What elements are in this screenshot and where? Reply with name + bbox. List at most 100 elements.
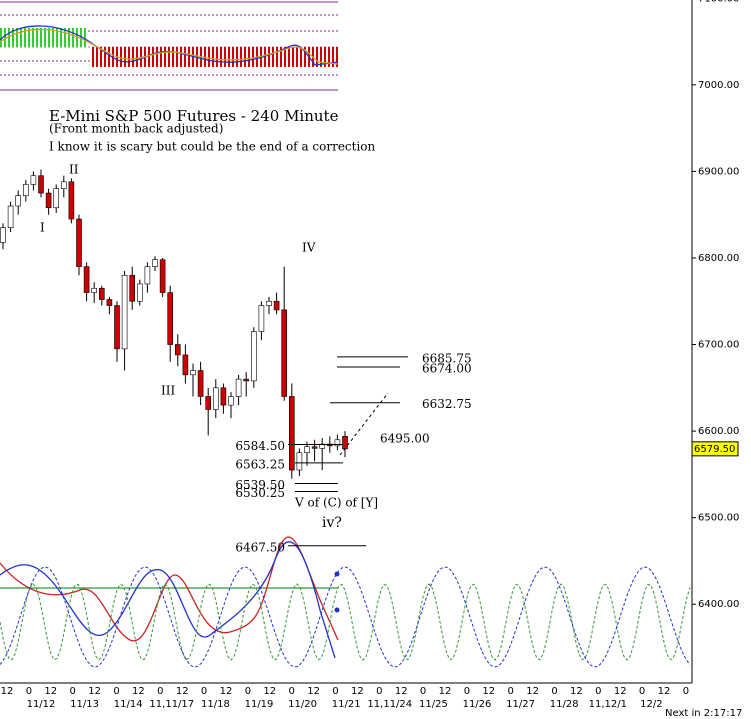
y-tick-label: 7000.00 [698, 80, 739, 91]
wave-label: iv? [322, 515, 342, 531]
candle-body [175, 344, 181, 356]
x-tick-label: 12 [395, 686, 408, 697]
x-tick-label: 12 [658, 686, 671, 697]
chart-title: E-Mini S&P 500 Futures - 240 Minute [49, 107, 339, 125]
x-tick-label: 0 [332, 686, 338, 697]
x-tick-label: 0 [201, 686, 207, 697]
level-label: 6584.50 [235, 439, 285, 453]
candle-body [45, 192, 52, 209]
candle-body [137, 283, 143, 302]
x-tick-label: 12 [220, 686, 233, 697]
candle-body [15, 195, 21, 207]
candle-body [121, 274, 128, 350]
x-tick-label: 12 [132, 686, 145, 697]
x-tick-label: 12 [570, 686, 583, 697]
candle-body [76, 218, 82, 267]
x-tick-label: 12 [44, 686, 57, 697]
candle-body [22, 184, 29, 196]
x-tick-label: 0 [420, 686, 426, 697]
wave-label: I [40, 221, 45, 235]
y-tick-label: 7100.00 [698, 0, 739, 4]
x-tick-label: 0 [683, 686, 689, 697]
x-date-label: 11/18 [201, 699, 230, 710]
x-tick-label: 0 [551, 686, 557, 697]
x-date-label: 11/21 [332, 699, 361, 710]
candle-body [30, 175, 37, 185]
candle-body [190, 370, 196, 376]
candle-body [0, 227, 6, 243]
footer: Next in 2:17:17 [665, 708, 742, 719]
x-date-label: 11/20 [288, 699, 317, 710]
x-tick-label: 12 [88, 686, 101, 697]
x-tick-label: 12 [307, 686, 320, 697]
projection-line [339, 392, 389, 456]
wave-label: III [161, 384, 175, 398]
x-tick-label: 0 [157, 686, 163, 697]
candle-body [129, 274, 135, 302]
candle-body [167, 292, 173, 345]
x-tick-label: 12 [526, 686, 539, 697]
y-tick-label: 6400.00 [698, 599, 739, 610]
candle-body [288, 396, 295, 471]
candle-body [83, 266, 90, 293]
candle-body [273, 300, 280, 311]
x-date-label: 11/27 [506, 699, 535, 710]
x-tick-label: 0 [26, 686, 32, 697]
candle-body [281, 309, 288, 397]
x-date-label: 11/26 [463, 699, 492, 710]
candle-body [99, 287, 105, 300]
x-tick-label: 0 [113, 686, 119, 697]
candle-body [213, 387, 219, 410]
cycle-wave [0, 566, 691, 668]
candle-body [220, 387, 227, 406]
candle-body [251, 331, 257, 382]
candle-body [266, 300, 272, 306]
x-date-label: 11/13 [70, 699, 99, 710]
level-label: 6674.00 [422, 362, 472, 376]
x-date-label: 11/25 [419, 699, 448, 710]
cycle-wave [0, 583, 691, 661]
candle-body [296, 452, 303, 471]
x-tick-label: 12 [482, 686, 495, 697]
x-date-label: 11/19 [245, 699, 274, 710]
candle-body [334, 439, 341, 447]
candle-body [197, 370, 204, 397]
projection-label: 6495.00 [380, 432, 430, 446]
candle-body [311, 446, 318, 449]
candle-body [60, 181, 67, 190]
x-date-label: 11,12/1 [589, 699, 627, 710]
x-tick-label: 0 [595, 686, 601, 697]
y-tick-label: 6700.00 [698, 340, 739, 351]
x-tick-label: 12 [1, 686, 14, 697]
x-tick-label: 12 [263, 686, 276, 697]
x-tick-label: 0 [464, 686, 470, 697]
candle-body [205, 396, 211, 410]
candle-body [342, 435, 348, 450]
x-tick-label: 0 [245, 686, 251, 697]
y-tick-label: 6800.00 [698, 253, 739, 264]
wave-label: V of (C) of [Y] [294, 496, 378, 510]
x-date-label: 11/12 [27, 699, 56, 710]
x-date-label: 11/14 [114, 699, 143, 710]
level-label: 6530.25 [235, 486, 285, 500]
x-tick-label: 0 [70, 686, 76, 697]
x-tick-label: 0 [376, 686, 382, 697]
candle-body [182, 354, 189, 376]
level-label: 6467.50 [235, 540, 285, 554]
x-tick-label: 12 [176, 686, 189, 697]
level-label: 6632.75 [422, 397, 472, 411]
x-tick-label: 0 [289, 686, 295, 697]
level-label: 6539.50 [235, 478, 285, 492]
x-tick-label: 12 [439, 686, 452, 697]
y-tick-label: 6600.00 [698, 426, 739, 437]
level-label: 6563.25 [235, 457, 285, 471]
y-tick-label: 6900.00 [698, 166, 739, 177]
candle-body [68, 181, 75, 220]
x-tick-label: 0 [508, 686, 514, 697]
x-tick-label: 12 [614, 686, 627, 697]
price-axis [0, 0, 693, 684]
candle-body [144, 266, 151, 285]
candle-body [152, 259, 158, 267]
candle-body [304, 446, 310, 454]
candle-body [159, 259, 166, 293]
